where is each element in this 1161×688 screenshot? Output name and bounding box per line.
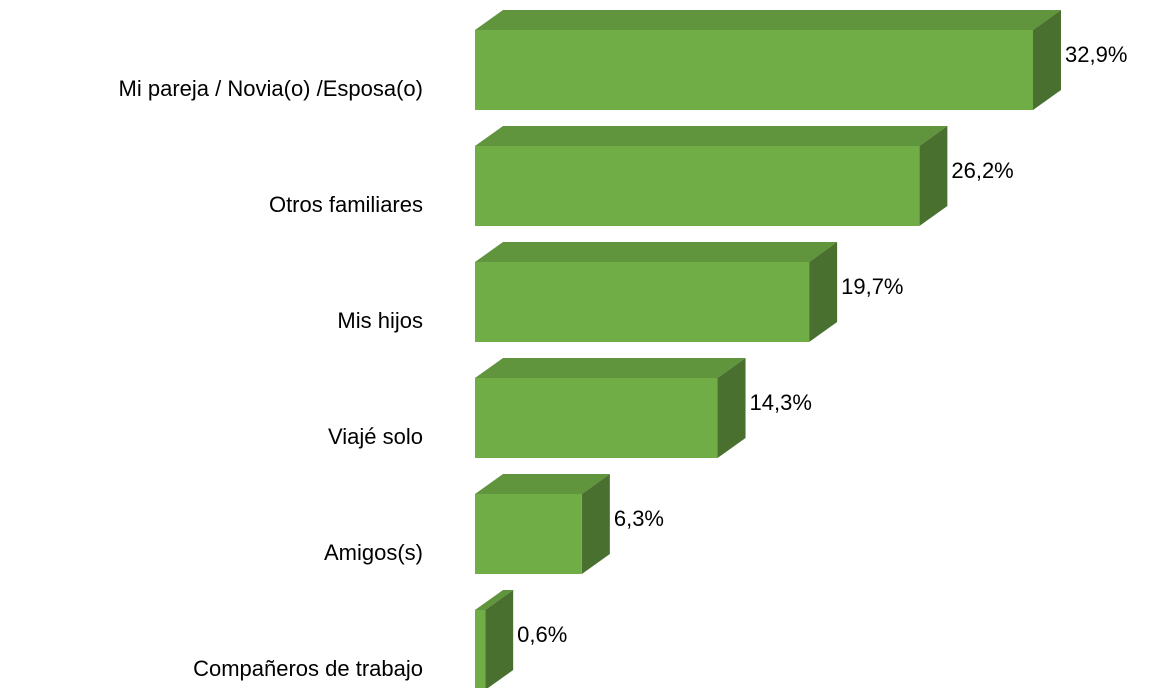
category-label: Compañeros de trabajo	[193, 656, 423, 681]
category-label: Viajé solo	[328, 424, 423, 449]
bar-side	[809, 242, 838, 342]
bar	[475, 262, 810, 342]
bar-top	[475, 10, 1061, 30]
bar-top	[475, 358, 746, 378]
bar-side	[1033, 10, 1061, 110]
bar-side	[485, 590, 514, 688]
bar	[475, 494, 582, 574]
bar-side	[919, 126, 948, 226]
bar-side	[717, 358, 746, 458]
category-label: Amigos(s)	[324, 540, 423, 565]
bar-top	[475, 242, 838, 262]
value-label: 6,3%	[614, 506, 664, 531]
value-label: 0,6%	[517, 622, 567, 647]
bar-top	[475, 474, 610, 494]
bar-top	[475, 126, 948, 146]
value-label: 14,3%	[750, 390, 812, 415]
bar	[475, 146, 920, 226]
bar	[475, 30, 1033, 110]
value-label: 19,7%	[841, 274, 903, 299]
category-label: Mi pareja / Novia(o) /Esposa(o)	[119, 76, 423, 101]
value-label: 26,2%	[951, 158, 1013, 183]
value-label: 32,9%	[1065, 42, 1127, 67]
category-label: Mis hijos	[337, 308, 423, 333]
bar	[475, 610, 486, 688]
bar-top	[475, 590, 514, 610]
bar	[475, 378, 718, 458]
bar-side	[581, 474, 610, 574]
category-label: Otros familiares	[269, 192, 423, 217]
